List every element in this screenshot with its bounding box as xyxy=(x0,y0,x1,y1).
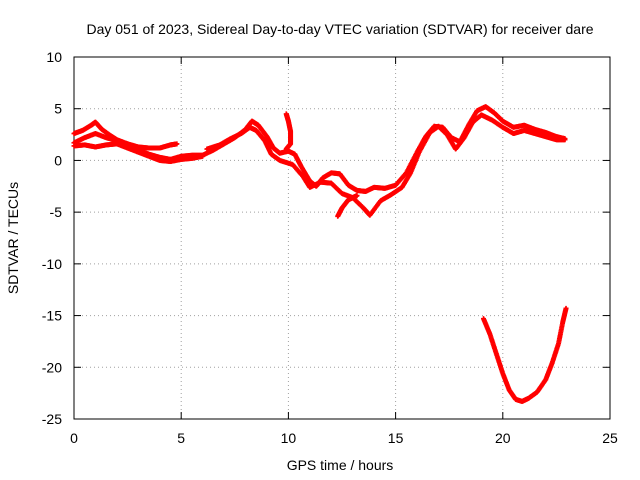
x-tick-label: 20 xyxy=(495,430,511,446)
x-axis-label: GPS time / hours xyxy=(287,457,394,473)
x-tick-label: 15 xyxy=(388,430,404,446)
y-tick-label: 10 xyxy=(46,49,62,65)
y-tick-label: -25 xyxy=(42,411,62,427)
y-tick-label: -20 xyxy=(42,359,62,375)
data-point xyxy=(563,305,569,311)
data-point xyxy=(354,193,360,199)
axis-ticks xyxy=(73,56,611,420)
data-point xyxy=(174,141,180,147)
y-tick-label: -10 xyxy=(42,256,62,272)
x-tick-label: 0 xyxy=(70,430,78,446)
grid-lines xyxy=(74,57,610,419)
data-point xyxy=(200,153,206,159)
y-tick-label: 5 xyxy=(54,101,62,117)
data-point xyxy=(283,146,289,152)
data-point xyxy=(562,137,568,143)
x-tick-label: 10 xyxy=(281,430,297,446)
data-markers xyxy=(71,104,569,404)
x-tick-label: 25 xyxy=(602,430,618,446)
plot-frame xyxy=(73,56,611,420)
y-tick-label: -15 xyxy=(42,308,62,324)
series-dip-near-12h xyxy=(335,193,360,219)
series-late-u-curve xyxy=(481,305,569,404)
chart-title: Day 051 of 2023, Sidereal Day-to-day VTE… xyxy=(86,21,593,37)
series-lower-branch xyxy=(71,141,206,164)
y-tick-label: 0 xyxy=(54,152,62,168)
series-spike-near-10h xyxy=(283,111,294,152)
y-axis-label: SDTVAR / TECUs xyxy=(5,182,21,294)
x-tick-label: 5 xyxy=(177,430,185,446)
y-tick-label: -5 xyxy=(50,204,63,220)
tick-labels: 0 5 10 15 20 25 -25 -20 -15 -10 -5 0 5 10 xyxy=(42,49,618,446)
series-second-track xyxy=(204,112,568,218)
